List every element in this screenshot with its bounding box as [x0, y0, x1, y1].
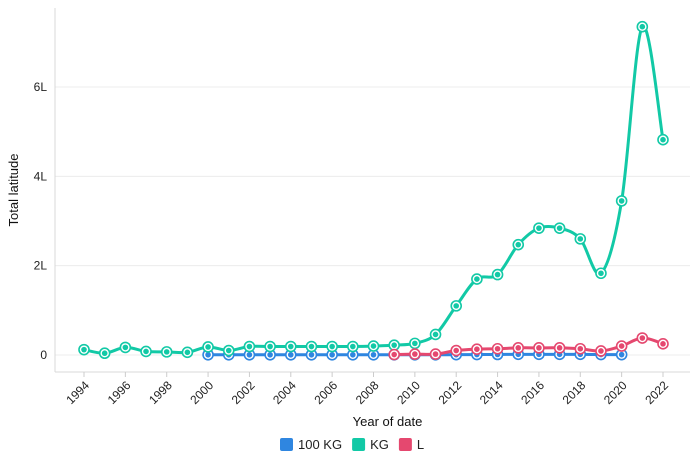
series-line [82, 24, 665, 355]
x-tick-label: 1998 [146, 378, 175, 407]
data-point-dot [536, 345, 542, 351]
data-point-dot [432, 351, 439, 357]
data-point-dot [556, 225, 563, 231]
data-point-dot [618, 343, 625, 349]
legend-swatch [398, 438, 412, 451]
data-point-dot [660, 136, 666, 143]
data-point-dot [474, 276, 480, 282]
data-point-dot [267, 351, 273, 358]
data-point-dot [391, 342, 397, 348]
data-point-dot [287, 351, 294, 358]
data-point-dot [163, 349, 170, 355]
x-tick-label: 1994 [63, 378, 92, 407]
data-point-dot [81, 346, 87, 353]
data-point-dot [412, 351, 418, 357]
data-point-dot [101, 350, 108, 357]
data-point-dot [598, 348, 604, 354]
legend-label: L [417, 437, 424, 452]
data-point-dot [577, 236, 584, 242]
data-point-dot [308, 351, 315, 358]
legend-item[interactable]: L [398, 437, 424, 452]
x-tick-label: 2012 [436, 378, 465, 407]
data-point-dot [618, 351, 625, 358]
legend-swatch [280, 438, 293, 451]
data-point-dot [350, 343, 356, 350]
data-point-dot [225, 347, 232, 354]
data-point-dot [246, 351, 253, 358]
x-tick-label: 2008 [353, 378, 382, 407]
x-tick-label: 2002 [229, 378, 258, 407]
data-point-dot [370, 343, 377, 349]
data-point-dot [143, 348, 149, 355]
data-point-dot [453, 347, 460, 354]
data-point-dot [474, 346, 480, 352]
data-point-dot [577, 345, 584, 352]
x-tick-label: 2004 [270, 378, 299, 407]
x-axis-ticks: 1994 1996 1998 2000 2002 2004 2006 2008 2010 2012… [63, 372, 671, 407]
data-point-dot [350, 351, 356, 358]
y-tick-label: 4L [34, 169, 48, 183]
x-tick-label: 2000 [187, 378, 216, 407]
data-point-dot [329, 351, 335, 358]
data-point-dot [308, 343, 315, 350]
series-kg [78, 20, 669, 360]
x-tick-label: 2014 [477, 378, 506, 407]
data-point-dot [536, 225, 542, 231]
data-point-dot [660, 341, 666, 347]
data-point-dot [639, 335, 646, 341]
x-tick-label: 2016 [518, 378, 547, 407]
legend-label: 100 KG [298, 437, 342, 452]
legend-item[interactable]: KG [352, 437, 389, 452]
data-point-dot [370, 351, 377, 358]
grid-lines [55, 86, 690, 356]
data-point-dot [639, 23, 646, 30]
x-tick-label: 2022 [642, 378, 671, 407]
y-axis-title: Total latitude [6, 154, 21, 227]
x-tick-label: 2018 [560, 378, 589, 407]
data-point-dot [598, 270, 604, 277]
data-point-dot [432, 331, 439, 338]
data-point-dot [556, 345, 563, 351]
chart-legend: 100 KG KG L [280, 437, 424, 452]
data-point-dot [391, 351, 397, 358]
data-point-dot [412, 340, 418, 347]
data-point-dot [618, 198, 625, 204]
data-point-dot [515, 241, 522, 248]
y-tick-label: 0 [40, 348, 47, 362]
data-point-dot [246, 343, 253, 350]
data-point-dot [184, 349, 191, 356]
series-group [78, 20, 669, 361]
data-point-dot [453, 303, 460, 309]
legend-label: KG [370, 437, 389, 452]
data-point-dot [267, 343, 273, 350]
data-point-dot [122, 344, 129, 351]
y-tick-label: 2L [34, 259, 48, 273]
x-tick-label: 2010 [394, 378, 423, 407]
x-tick-label: 1996 [105, 378, 134, 407]
data-point-dot [329, 343, 335, 350]
legend-swatch [352, 438, 366, 451]
series-l [388, 332, 669, 361]
y-tick-label: 6L [34, 80, 48, 94]
x-axis-title: Year of date [353, 414, 423, 429]
data-point-dot [494, 345, 501, 352]
data-point-dot [287, 343, 294, 350]
data-point-dot [494, 271, 501, 278]
y-axis-ticks: 0 2L 4L 6L [34, 80, 48, 362]
x-tick-label: 2006 [311, 378, 340, 407]
data-point-dot [205, 344, 211, 350]
x-tick-label: 2020 [601, 378, 630, 407]
data-point-dot [205, 351, 211, 358]
legend-item[interactable]: 100 KG [280, 437, 342, 452]
data-point-dot [515, 345, 522, 351]
